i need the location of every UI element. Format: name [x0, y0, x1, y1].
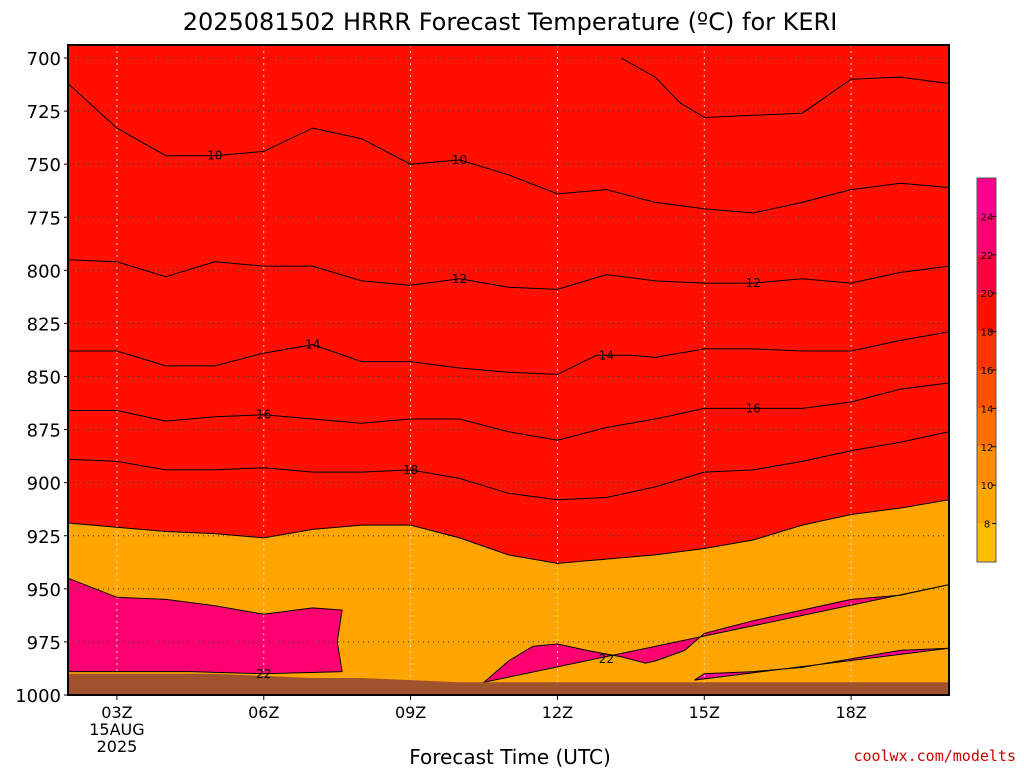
y-tick-label: 850	[27, 368, 61, 389]
colorbar-swatch	[977, 254, 996, 294]
colorbar-swatch	[977, 216, 996, 255]
colorbar-label: 12	[981, 443, 994, 454]
colorbar-swatch	[977, 178, 996, 217]
y-tick-label: 925	[27, 527, 61, 548]
isotherm-12	[67, 259, 950, 290]
grid-lines	[68, 45, 949, 695]
plot-frame	[67, 44, 950, 696]
isotherm-label: 22	[256, 667, 271, 681]
isotherm-label: 16	[256, 408, 271, 422]
isotherm-label: 10	[207, 149, 222, 163]
colorbar-label: 18	[981, 328, 994, 339]
isotherm-22	[67, 577, 343, 675]
isotherm-label: 12	[452, 272, 467, 286]
isotherm-label: 22	[599, 652, 614, 666]
y-tick-label: 1000	[15, 686, 61, 707]
isotherm-14	[68, 331, 950, 375]
x-tick-label: 18Z	[835, 703, 866, 722]
terrain-layer	[68, 673, 949, 695]
y-tick-label: 750	[27, 155, 61, 176]
colorbar-label: 16	[981, 366, 994, 377]
terrain-surface	[68, 673, 949, 695]
isotherm-label: 16	[746, 401, 761, 415]
isotherm-20	[67, 499, 950, 564]
isotherm-label: 14	[305, 338, 320, 352]
x-tick-label: 15Z	[689, 703, 720, 722]
y-tick-label: 950	[27, 580, 61, 601]
y-tick-label: 900	[27, 474, 61, 495]
temperature-band-fill	[68, 578, 343, 674]
x-tick-label: 06Z	[248, 703, 279, 722]
y-tick-label: 825	[27, 314, 61, 335]
isotherm-24	[694, 647, 950, 681]
x-tick-label: 12Z	[542, 703, 573, 722]
credit-link[interactable]: coolwx.com/modelts	[853, 747, 1016, 765]
colorbar-swatch	[977, 523, 996, 562]
isotherm-label: 14	[599, 348, 614, 362]
colorbar-label: 20	[981, 289, 994, 300]
y-tick-label: 975	[27, 633, 61, 654]
colorbar-swatch	[977, 293, 996, 332]
x-tick-label: 15AUG	[89, 720, 144, 739]
colorbar-swatch	[977, 331, 996, 370]
isotherm-label: 12	[746, 276, 761, 290]
colorbar-swatch	[977, 446, 996, 486]
colorbar-swatch	[977, 485, 996, 524]
isotherm-label: 10	[452, 153, 467, 167]
y-tick-label: 700	[27, 49, 61, 70]
y-tick-label: 775	[27, 208, 61, 229]
chart-title: 2025081502 HRRR Forecast Temperature (ºC…	[183, 8, 838, 36]
y-tick-label: 875	[27, 421, 61, 442]
isotherm-16	[68, 382, 950, 441]
temperature-band-fill	[68, 45, 949, 564]
y-axis: 700 725 750 775 800 825 850 875 900 925 950 975 1000	[15, 49, 68, 707]
colorbar-swatch	[977, 370, 996, 409]
isotherm-8	[620, 57, 950, 119]
isotherm-10	[67, 83, 950, 214]
isotherm-labels: 10 10 12 12 14 14 16 16 18 22 22	[207, 149, 761, 681]
x-tick-label: 2025	[97, 737, 138, 756]
x-axis-label: Forecast Time (UTC)	[409, 745, 611, 768]
colorbar: 8 10 12 14 16 18 20 22 24	[976, 177, 997, 563]
isotherm-22	[482, 584, 950, 684]
isotherm-contours	[67, 57, 950, 684]
colorbar-label: 22	[981, 251, 994, 262]
temperature-fill-layer	[68, 45, 949, 695]
y-tick-label: 725	[27, 102, 61, 123]
isotherm-18	[67, 431, 950, 501]
x-tick-label: 03Z	[101, 703, 132, 722]
colorbar-swatch	[977, 408, 996, 447]
x-tick-label: 09Z	[395, 703, 426, 722]
colorbar-label: 8	[984, 520, 990, 531]
plot-area: 10 10 12 12 14 14 16 16 18 22 22	[67, 44, 950, 696]
colorbar-label: 10	[981, 481, 994, 492]
isotherm-label: 18	[403, 463, 418, 477]
y-tick-label: 800	[27, 261, 61, 282]
colorbar-label: 24	[981, 212, 994, 223]
colorbar-label: 14	[981, 404, 994, 415]
